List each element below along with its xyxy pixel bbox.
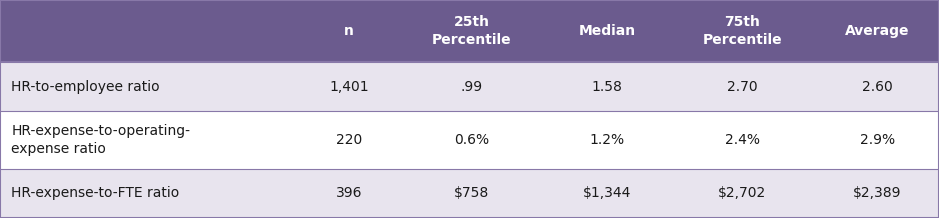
Text: Median: Median — [578, 24, 636, 38]
Text: 1.58: 1.58 — [592, 80, 623, 94]
Text: HR-to-employee ratio: HR-to-employee ratio — [11, 80, 160, 94]
Bar — [300, 0, 398, 62]
Text: 396: 396 — [336, 186, 362, 201]
Text: 2.4%: 2.4% — [725, 133, 760, 147]
Bar — [546, 111, 669, 169]
Bar — [300, 111, 398, 169]
Bar — [669, 62, 816, 111]
Text: 25th
Percentile: 25th Percentile — [432, 15, 512, 47]
Text: 2.70: 2.70 — [727, 80, 758, 94]
Bar — [816, 62, 939, 111]
Text: $758: $758 — [454, 186, 489, 201]
Text: 75th
Percentile: 75th Percentile — [702, 15, 782, 47]
Bar — [398, 62, 546, 111]
Bar — [669, 169, 816, 218]
Bar — [0, 62, 300, 111]
Bar — [398, 111, 546, 169]
Text: HR-expense-to-FTE ratio: HR-expense-to-FTE ratio — [11, 186, 179, 201]
Bar — [669, 0, 816, 62]
Bar — [398, 0, 546, 62]
Bar — [546, 0, 669, 62]
Text: 220: 220 — [336, 133, 362, 147]
Bar — [0, 0, 300, 62]
Bar — [398, 169, 546, 218]
Bar — [816, 111, 939, 169]
Text: .99: .99 — [460, 80, 483, 94]
Bar — [0, 169, 300, 218]
Text: 1,401: 1,401 — [330, 80, 369, 94]
Bar — [300, 62, 398, 111]
Text: $2,702: $2,702 — [718, 186, 766, 201]
Text: 1.2%: 1.2% — [590, 133, 624, 147]
Text: $2,389: $2,389 — [854, 186, 901, 201]
Text: n: n — [344, 24, 354, 38]
Text: 0.6%: 0.6% — [454, 133, 489, 147]
Bar — [546, 62, 669, 111]
Bar — [669, 111, 816, 169]
Text: HR-expense-to-operating-
expense ratio: HR-expense-to-operating- expense ratio — [11, 124, 191, 156]
Text: $1,344: $1,344 — [583, 186, 631, 201]
Text: 2.9%: 2.9% — [860, 133, 895, 147]
Bar — [816, 169, 939, 218]
Text: Average: Average — [845, 24, 910, 38]
Bar — [816, 0, 939, 62]
Bar — [300, 169, 398, 218]
Bar — [546, 169, 669, 218]
Text: 2.60: 2.60 — [862, 80, 893, 94]
Bar — [0, 111, 300, 169]
